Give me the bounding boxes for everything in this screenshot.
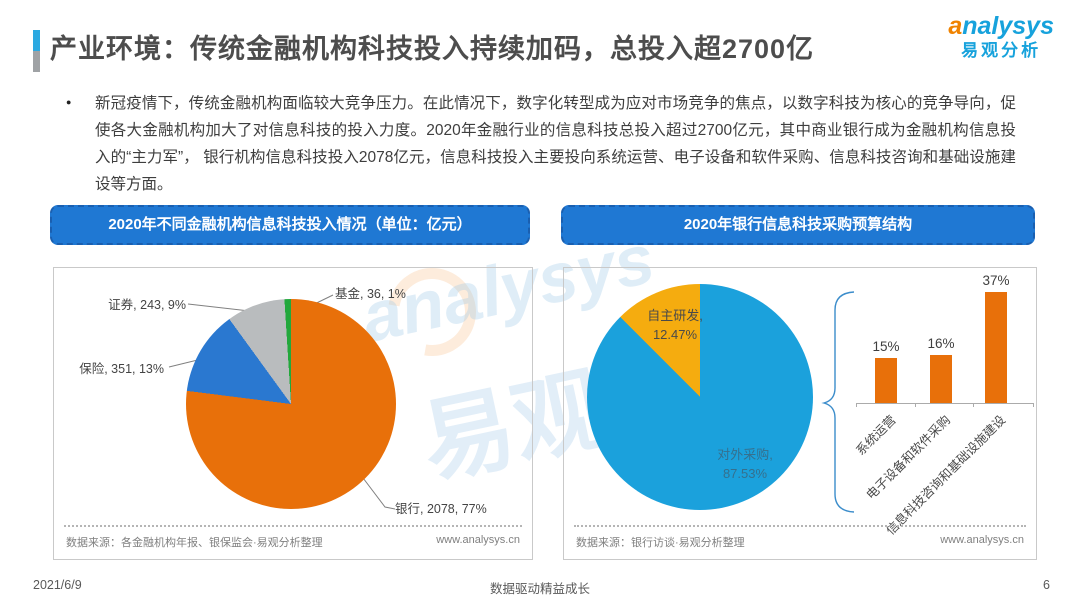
right-source-text: 数据来源：银行访谈·易观分析整理 bbox=[576, 537, 745, 549]
bar-group-consult-infra: 37% bbox=[971, 273, 1021, 403]
pie-label-bank: 银行, 2078, 77% bbox=[395, 502, 487, 516]
external-pct: 87.53% bbox=[722, 466, 768, 481]
brace-shape bbox=[821, 291, 855, 513]
left-chart-panel: 基金, 36, 1% 证券, 243, 9% 保险, 351, 13% 银行, … bbox=[53, 267, 533, 560]
left-source-text: 数据来源：各金融机构年报、银保监会·易观分析整理 bbox=[66, 537, 323, 549]
left-chart-header: 2020年不同金融机构信息科技投入情况（单位：亿元） bbox=[50, 205, 530, 245]
source-divider bbox=[64, 525, 522, 527]
bar-group-hw-sw: 16% bbox=[916, 336, 966, 403]
bar-rect-hw-sw bbox=[930, 355, 952, 403]
bar-value: 15% bbox=[872, 339, 900, 354]
left-website-text: www.analysys.cn bbox=[436, 534, 520, 546]
intro-paragraph: 新冠疫情下，传统金融机构面临较大竞争压力。在此情况下，数字化转型成为应对市场竞争… bbox=[95, 95, 1016, 193]
pie-chart-procurement bbox=[587, 284, 813, 510]
bar-rect-consult-infra bbox=[985, 292, 1007, 403]
axis-tick bbox=[915, 403, 916, 407]
right-website-text: www.analysys.cn bbox=[940, 534, 1024, 546]
bar-value: 16% bbox=[927, 336, 955, 351]
pie-chart-institutions bbox=[186, 299, 396, 509]
external-name: 对外采购, bbox=[717, 447, 773, 462]
intro-block: ● 新冠疫情下，传统金融机构面临较大竞争压力。在此情况下，数字化转型成为应对市场… bbox=[64, 90, 1016, 198]
pie-label-inhouse: 自主研发, 12.47% bbox=[630, 306, 720, 344]
right-chart-panel: 自主研发, 12.47% 对外采购, 87.53% 15% 16% 37% bbox=[563, 267, 1037, 560]
footer-date: 2021/6/9 bbox=[33, 578, 82, 592]
source-divider bbox=[574, 525, 1026, 527]
footer: 2021/6/9 数据驱动精益成长 6 bbox=[0, 578, 1080, 596]
pie-label-securities: 证券, 243, 9% bbox=[108, 298, 186, 312]
logo-brand-text: analysys bbox=[948, 12, 1054, 40]
footer-slogan: 数据驱动精益成长 bbox=[489, 582, 590, 596]
pie-label-external: 对外采购, 87.53% bbox=[700, 445, 790, 483]
logo-cn-text: 易观分析 bbox=[961, 40, 1042, 60]
pie-label-fund: 基金, 36, 1% bbox=[335, 287, 406, 301]
inhouse-pct: 12.47% bbox=[652, 327, 698, 342]
bullet-icon: ● bbox=[66, 97, 72, 107]
bar-chart-budget: 15% 16% 37% bbox=[856, 268, 1034, 407]
page-title: 产业环境：传统金融机构科技投入持续加码，总投入超2700亿 bbox=[50, 34, 815, 64]
bar-group-ops: 15% bbox=[861, 339, 911, 403]
footer-page-number: 6 bbox=[1043, 578, 1050, 592]
analysys-logo: analysys 易观分析 bbox=[948, 12, 1054, 60]
bar-value: 37% bbox=[982, 273, 1010, 288]
right-chart-header: 2020年银行信息科技采购预算结构 bbox=[561, 205, 1035, 245]
axis-tick bbox=[856, 403, 857, 407]
inhouse-name: 自主研发, bbox=[647, 308, 703, 323]
axis-tick bbox=[1033, 403, 1034, 407]
axis-tick bbox=[973, 403, 974, 407]
bar-rect-ops bbox=[875, 358, 897, 403]
title-accent-bar bbox=[33, 30, 40, 72]
pie-label-insurance: 保险, 351, 13% bbox=[79, 362, 164, 376]
